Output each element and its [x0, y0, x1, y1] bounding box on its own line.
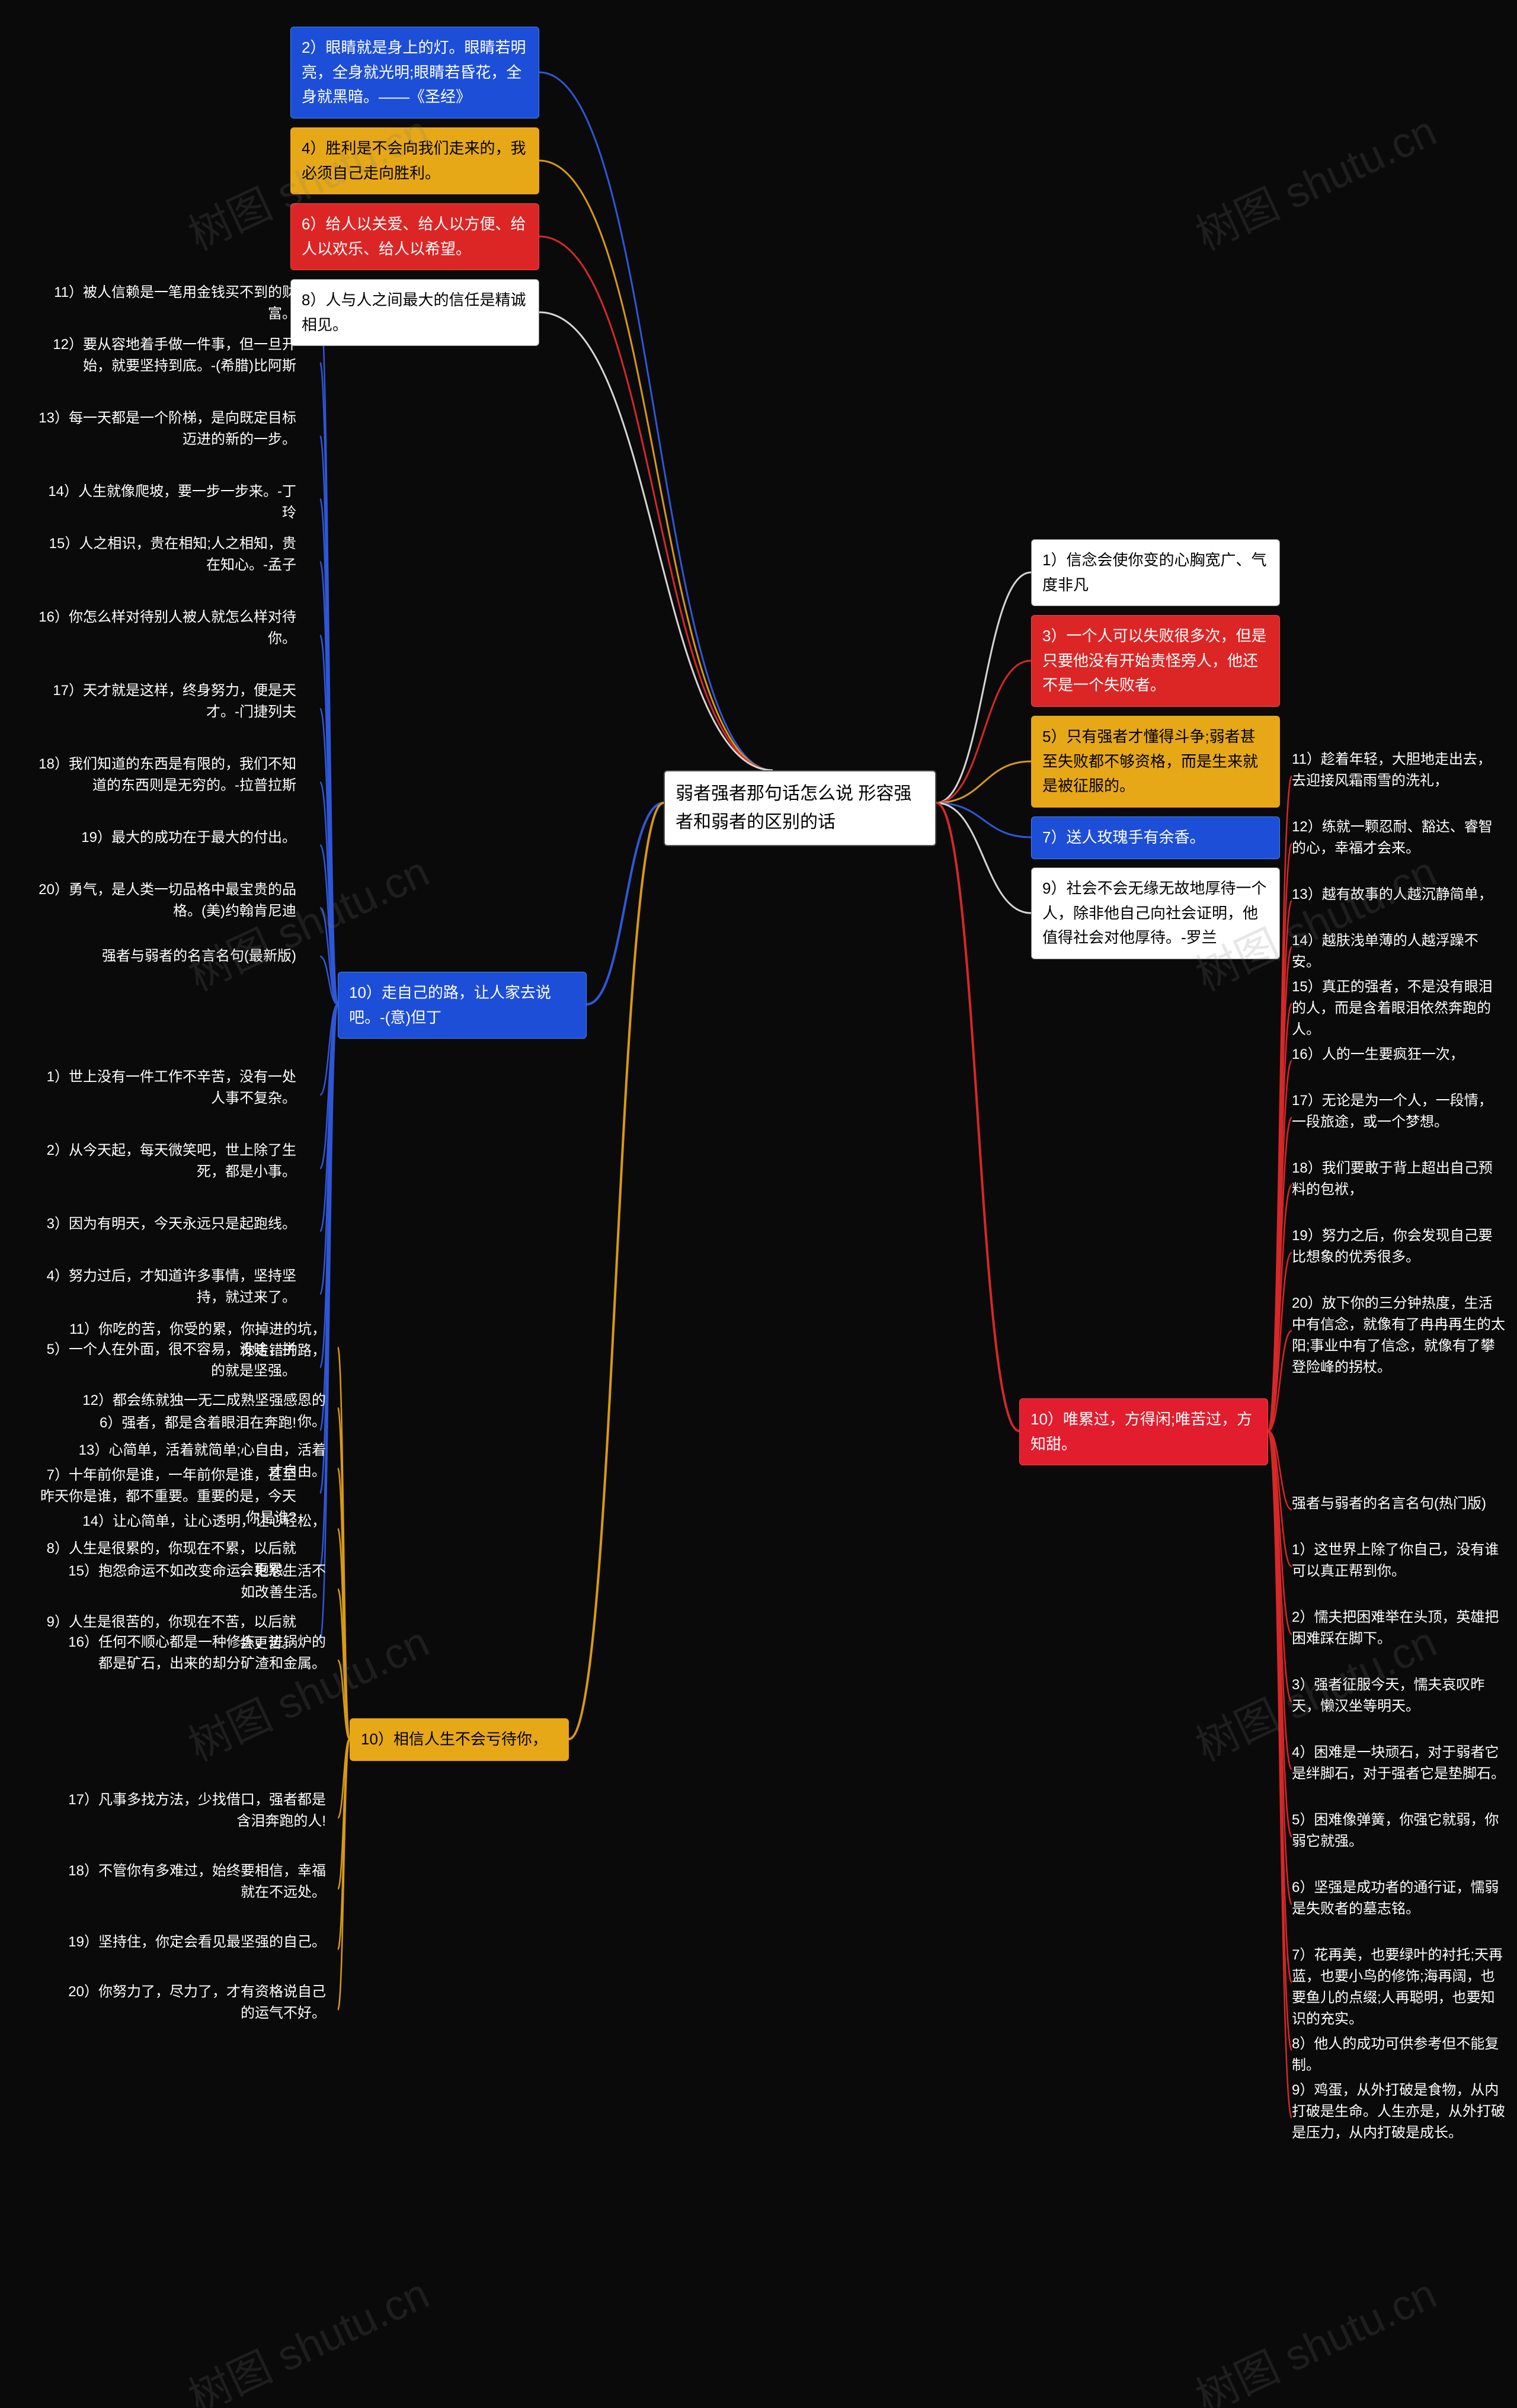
blue-up-leaf-1: 12）要从容地着手做一件事，但一旦开始，就要坚持到底。-(希腊)比阿斯 [36, 334, 296, 377]
gold-down-leaf-2: 19）坚持住，你定会看见最坚强的自己。 [65, 1932, 326, 1953]
blue-up-leaf-0: 11）被人信赖是一笔用金钱买不到的财富。 [36, 282, 296, 325]
red-up-leaf-9: 20）放下你的三分钟热度，生活中有信念，就像有了冉冉再生的太阳;事业中有了信念，… [1292, 1293, 1505, 1378]
red-up-leaf-6: 17）无论是为一个人，一段情，一段旅途，或一个梦想。 [1292, 1090, 1505, 1133]
red-down-leaf-7: 7）花再美，也要绿叶的衬托;天再蓝，也要小鸟的修饰;海再阔，也要鱼儿的点缀;人再… [1292, 1945, 1505, 2030]
right-stack-item-1[interactable]: 3）一个人可以失败很多次，但是只要他没有开始责怪旁人，他还不是一个失败者。 [1031, 615, 1280, 707]
blue-up-leaf-9: 20）勇气，是人类一切品格中最宝贵的品格。(美)约翰肯尼迪 [36, 879, 296, 922]
blue-up-leaf-6: 17）天才就是这样，终身努力，便是天才。-门捷列夫 [36, 680, 296, 723]
top-stack-item-0[interactable]: 2）眼睛就是身上的灯。眼睛若明亮，全身就光明;眼睛若昏花，全身就黑暗。——《圣经… [290, 27, 539, 119]
red-down-leaf-2: 2）懦夫把困难举在头顶，英雄把困难踩在脚下。 [1292, 1607, 1505, 1650]
gold-down-leaf-0: 17）凡事多找方法，少找借口，强者都是含泪奔跑的人! [65, 1789, 326, 1832]
red-down-leaf-4: 4）困难是一块顽石，对于弱者它是绊脚石，对于强者它是垫脚石。 [1292, 1742, 1505, 1785]
red-up-leaf-1: 12）练就一颗忍耐、豁达、睿智的心，幸福才会来。 [1292, 816, 1505, 859]
watermark-7: 树图 shutu.cn [1184, 2259, 1445, 2408]
red-up-leaf-4: 15）真正的强者，不是没有眼泪的人，而是含着眼泪依然奔跑的人。 [1292, 976, 1505, 1040]
red-up-leaf-0: 11）趁着年轻，大胆地走出去，去迎接风霜雨雪的洗礼， [1292, 749, 1505, 792]
red-down-leaf-6: 6）坚强是成功者的通行证，懦弱是失败者的墓志铭。 [1292, 1877, 1505, 1920]
gold-up-leaf-0: 11）你吃的苦，你受的累，你掉进的坑，你走错的路， [65, 1319, 326, 1362]
red-down-leaf-5: 5）困难像弹簧，你强它就弱，你弱它就强。 [1292, 1810, 1505, 1852]
gold-up-leaf-5: 16）任何不顺心都是一种修炼，进锅炉的都是矿石，出来的却分矿渣和金属。 [65, 1632, 326, 1674]
gold-hub[interactable]: 10）相信人生不会亏待你， [350, 1718, 569, 1761]
blue-up-leaf-3: 14）人生就像爬坡，要一步一步来。-丁玲 [36, 481, 296, 524]
red-hub[interactable]: 10）唯累过，方得闲;唯苦过，方知甜。 [1019, 1398, 1268, 1465]
blue-hub[interactable]: 10）走自己的路，让人家去说吧。-(意)但丁 [338, 972, 587, 1039]
blue-down-leaf-0: 1）世上没有一件工作不辛苦，没有一处人事不复杂。 [36, 1067, 296, 1109]
right-stack-item-3[interactable]: 7）送人玫瑰手有余香。 [1031, 816, 1280, 859]
gold-up-leaf-1: 12）都会练就独一无二成熟坚强感恩的你。 [65, 1390, 326, 1433]
red-down-leaf-8: 8）他人的成功可供参考但不能复制。 [1292, 2034, 1505, 2076]
right-stack-item-0[interactable]: 1）信念会使你变的心胸宽广、气度非凡 [1031, 539, 1280, 606]
gold-up-leaf-2: 13）心简单，活着就简单;心自由，活着才自由。 [65, 1440, 326, 1482]
blue-down-leaf-2: 3）因为有明天，今天永远只是起跑线。 [36, 1213, 296, 1235]
red-up-leaf-2: 13）越有故事的人越沉静简单， [1292, 884, 1505, 905]
top-stack-item-1[interactable]: 4）胜利是不会向我们走来的，我必须自己走向胜利。 [290, 127, 539, 194]
watermark-1: 树图 shutu.cn [1184, 97, 1445, 262]
blue-up-leaf-7: 18）我们知道的东西是有限的，我们不知道的东西则是无穷的。-拉普拉斯 [36, 754, 296, 796]
red-down-leaf-1: 1）这世界上除了你自己，没有谁可以真正帮到你。 [1292, 1539, 1505, 1582]
red-up-leaf-3: 14）越肤浅单薄的人越浮躁不安。 [1292, 930, 1505, 973]
red-down-leaf-9: 9）鸡蛋，从外打破是食物，从内打破是生命。人生亦是，从外打破是压力，从内打破是成… [1292, 2080, 1505, 2144]
blue-down-leaf-1: 2）从今天起，每天微笑吧，世上除了生死，都是小事。 [36, 1140, 296, 1183]
red-up-leaf-5: 16）人的一生要疯狂一次， [1292, 1044, 1505, 1065]
red-down-leaf-3: 3）强者征服今天，懦夫哀叹昨天，懒汉坐等明天。 [1292, 1674, 1505, 1717]
center-node[interactable]: 弱者强者那句话怎么说 形容强者和弱者的区别的话 [664, 770, 936, 846]
blue-extra-leaf: 强者与弱者的名言名句(最新版) [36, 946, 296, 967]
red-down-leaf-0: 强者与弱者的名言名句(热门版) [1292, 1493, 1505, 1514]
right-stack-item-4[interactable]: 9）社会不会无缘无故地厚待一个人，除非他自己向社会证明，他值得社会对他厚待。-罗… [1031, 867, 1280, 959]
right-stack-item-2[interactable]: 5）只有强者才懂得斗争;弱者甚至失败都不够资格，而是生来就是被征服的。 [1031, 716, 1280, 808]
top-stack-item-3[interactable]: 8）人与人之间最大的信任是精诚相见。 [290, 279, 539, 346]
blue-down-leaf-3: 4）努力过后，才知道许多事情，坚持坚持，就过来了。 [36, 1266, 296, 1308]
gold-down-leaf-3: 20）你努力了，尽力了，才有资格说自己的运气不好。 [65, 1981, 326, 2024]
gold-down-leaf-1: 18）不管你有多难过，始终要相信，幸福就在不远处。 [65, 1861, 326, 1903]
watermark-6: 树图 shutu.cn [177, 2259, 437, 2408]
red-up-leaf-8: 19）努力之后，你会发现自己要比想象的优秀很多。 [1292, 1225, 1505, 1268]
blue-up-leaf-4: 15）人之相识，贵在相知;人之相知，贵在知心。-孟子 [36, 533, 296, 576]
gold-up-leaf-4: 15）抱怨命运不如改变命运，抱怨生活不如改善生活。 [65, 1561, 326, 1603]
blue-up-leaf-2: 13）每一天都是一个阶梯，是向既定目标迈进的新的一步。 [36, 408, 296, 450]
gold-up-leaf-3: 14）让心简单，让心透明，让心轻松， [65, 1511, 326, 1532]
top-stack-item-2[interactable]: 6）给人以关爱、给人以方便、给人以欢乐、给人以希望。 [290, 203, 539, 270]
red-up-leaf-7: 18）我们要敢于背上超出自己预料的包袱， [1292, 1158, 1505, 1200]
blue-up-leaf-5: 16）你怎么样对待别人被人就怎么样对待你。 [36, 607, 296, 649]
blue-up-leaf-8: 19）最大的成功在于最大的付出。 [36, 827, 296, 848]
